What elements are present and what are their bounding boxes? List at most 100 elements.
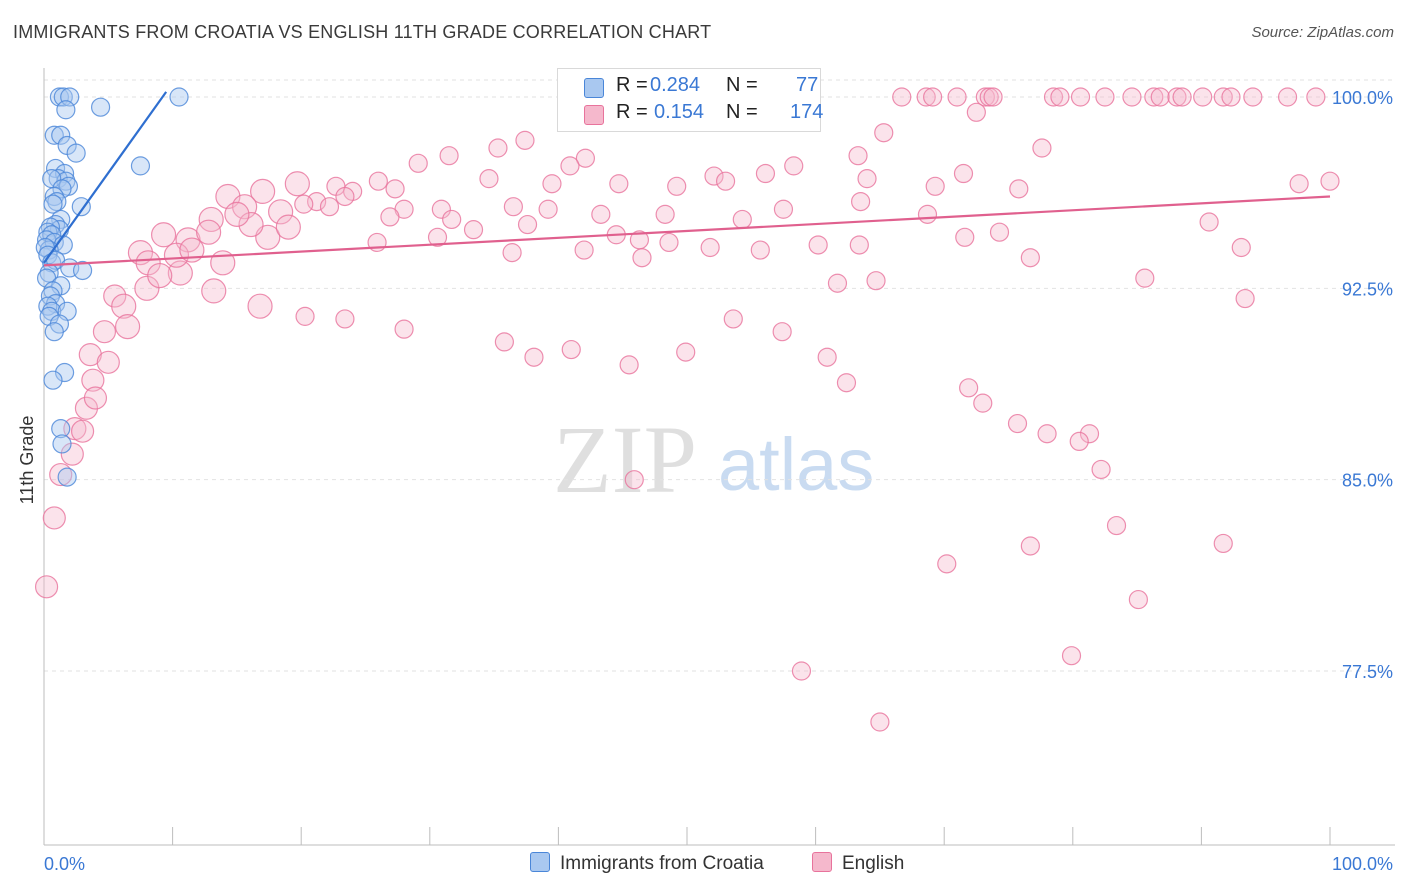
english-swatch [584, 105, 604, 125]
legend-r-value-english: 0.154 [654, 101, 705, 123]
english-point [1020, 536, 1040, 556]
croatia-legend-label: Immigrants from Croatia [560, 853, 764, 874]
english-legend-label: English [842, 853, 905, 874]
english-point [60, 442, 84, 466]
english-point [319, 197, 340, 217]
english-point [575, 148, 596, 168]
english-point [42, 506, 66, 530]
y-tick-label: 100.0% [1332, 88, 1393, 108]
english-point [892, 87, 912, 107]
english-point [335, 186, 355, 207]
english-point [959, 378, 979, 398]
trend-lines [43, 91, 1331, 267]
english-point [700, 237, 720, 258]
bottom-legend-english: English [812, 852, 904, 875]
legend-n-label: N = [726, 74, 758, 96]
english-point [1144, 87, 1164, 107]
english-point [201, 278, 227, 304]
english-point [750, 240, 770, 260]
english-point [1007, 413, 1028, 434]
y-axis-label: 11th Grade [17, 416, 37, 505]
english-point [574, 240, 594, 260]
english-point [1050, 87, 1070, 107]
english-point [591, 204, 611, 224]
english-point [515, 130, 535, 150]
english-point [619, 355, 639, 375]
english-point [870, 712, 890, 732]
legend-n-value-english: 174 [790, 101, 824, 123]
english-point [836, 373, 857, 393]
croatia-point [51, 125, 71, 145]
legend-n-value-croatia: 77 [796, 74, 819, 96]
english-point [955, 227, 975, 247]
english-point [704, 166, 724, 186]
english-point [1213, 533, 1233, 554]
english-point [1235, 288, 1255, 309]
english-point [784, 156, 804, 176]
english-point [808, 235, 828, 255]
english-point [1079, 424, 1100, 444]
x-tick-label: 100.0% [1332, 854, 1393, 874]
croatia-point [44, 125, 64, 145]
english-point [96, 350, 120, 374]
english-point [134, 275, 160, 301]
croatia-point [43, 194, 63, 214]
croatia-point [71, 197, 91, 217]
croatia-point [169, 87, 189, 107]
english-point [916, 87, 936, 107]
croatia-point [51, 419, 71, 439]
x-axis-tick-labels: 0.0% 100.0% [44, 854, 1393, 874]
croatia-point [72, 260, 93, 281]
croatia-point [90, 97, 111, 117]
english-point [49, 462, 73, 487]
croatia-point [39, 306, 59, 326]
english-point [659, 232, 679, 253]
croatia-point [48, 169, 68, 189]
english-point [655, 204, 675, 224]
legend-r-value-croatia: 0.284 [650, 74, 701, 96]
english-point [937, 554, 957, 574]
english-point [723, 309, 743, 329]
bottom-legend-croatia: Immigrants from Croatia [530, 852, 764, 875]
english-point [866, 271, 886, 291]
english-point [385, 179, 405, 199]
english-point [848, 146, 868, 166]
english-point [1020, 248, 1040, 268]
english-point [1277, 87, 1298, 107]
english-trend-line [43, 195, 1331, 267]
english-point [70, 419, 95, 443]
english-point [1091, 459, 1111, 480]
english-legend-swatch [812, 852, 832, 872]
english-point [295, 306, 315, 326]
english-point [127, 240, 154, 266]
english-point [755, 163, 776, 184]
english-point [380, 207, 400, 227]
english-point [196, 219, 222, 245]
english-point [1122, 87, 1142, 107]
english-point [114, 314, 141, 340]
y-tick-label: 92.5% [1342, 279, 1393, 299]
english-point [224, 201, 250, 227]
y-axis-tick-labels: 100.0% 92.5% 85.0% 77.5% [1332, 88, 1393, 682]
english-point [103, 284, 127, 308]
croatia-point [56, 100, 76, 120]
english-point [111, 293, 137, 319]
english-point [1061, 646, 1082, 666]
croatia-legend-swatch [530, 852, 550, 872]
english-point [503, 197, 523, 217]
english-point [667, 176, 687, 196]
english-point [163, 242, 190, 268]
croatia-point [57, 467, 77, 487]
english-point [1320, 171, 1340, 191]
english-point [517, 214, 538, 235]
english-point [247, 293, 273, 319]
english-point [1243, 87, 1263, 107]
english-point [1172, 87, 1192, 107]
english-point [817, 347, 837, 367]
english-point [827, 273, 848, 293]
croatia-point [51, 209, 71, 230]
english-point [34, 575, 59, 599]
croatia-point [130, 156, 151, 176]
english-point [1199, 212, 1219, 232]
english-point [284, 171, 310, 197]
